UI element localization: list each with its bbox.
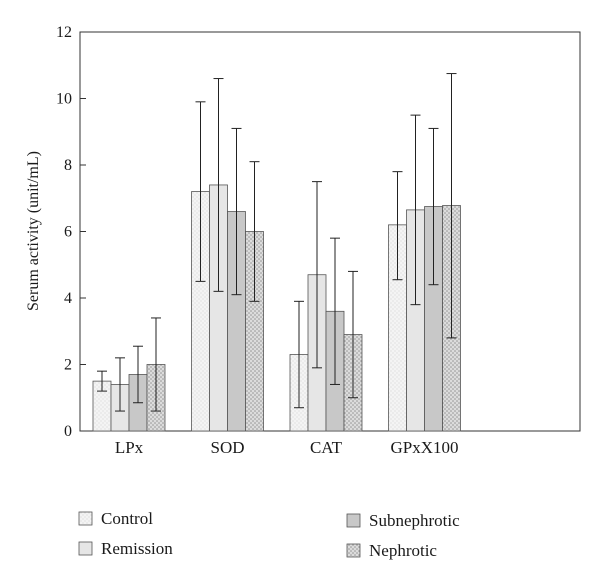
y-axis: 0 2 4 6 8 10 12 [56,24,86,440]
y-tick-label: 6 [64,224,72,241]
bars-group [93,185,461,431]
x-tick-label-lpx: LPx [115,438,144,457]
y-tick-label: 2 [64,357,72,374]
legend: Control Remission Subnephrotic Nephrotic [79,509,460,560]
x-tick-label-cat: CAT [310,438,343,457]
y-tick-label: 8 [64,157,72,174]
legend-swatch-remission [79,542,92,555]
x-tick-label-gpxx100: GPxX100 [390,438,458,457]
legend-label-subnephrotic: Subnephrotic [369,511,460,530]
y-axis-label: Serum activity (unit/mL) [25,151,42,311]
y-tick-label: 10 [56,91,72,108]
legend-swatch-nephrotic [347,544,360,557]
legend-label-control: Control [101,509,153,528]
legend-label-nephrotic: Nephrotic [369,541,437,560]
legend-label-remission: Remission [101,539,173,558]
x-tick-label-sod: SOD [210,438,244,457]
y-tick-label: 12 [56,24,72,41]
legend-swatch-control [79,512,92,525]
x-axis-labels: LPx SOD CAT GPxX100 [115,438,459,457]
legend-swatch-subnephrotic [347,514,360,527]
y-tick-label: 0 [64,423,72,440]
y-tick-label: 4 [64,290,72,307]
